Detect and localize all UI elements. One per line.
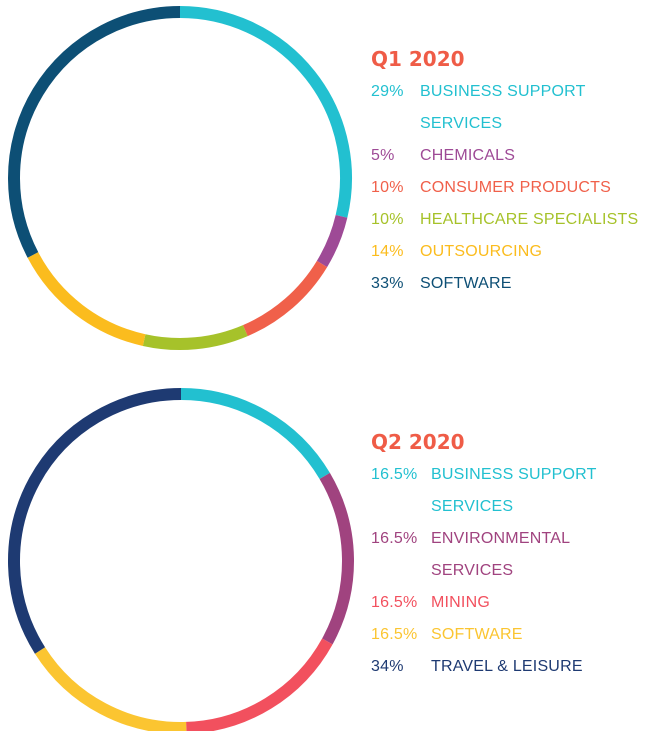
donut-segment	[8, 388, 182, 654]
legend-label: SOFTWARE	[431, 626, 523, 643]
legend-item: 34% TRAVEL & LEISURE	[371, 651, 631, 683]
legend-item: 16.5% BUSINESS SUPPORT SERVICES	[371, 459, 631, 523]
legend-item: 10% CONSUMER PRODUCTS	[371, 172, 669, 204]
legend-item: 16.5% SOFTWARE	[371, 619, 631, 651]
donut-segment	[27, 252, 146, 346]
donut-segment	[142, 325, 248, 350]
legend-label: CONSUMER PRODUCTS	[420, 179, 611, 196]
legend-label: HEALTHCARE SPECIALISTS	[420, 211, 639, 228]
legend-label: SOFTWARE	[420, 275, 512, 292]
legend-label: ENVIRONMENTAL SERVICES	[431, 530, 570, 579]
legend-percent: 16.5%	[371, 530, 418, 547]
legend-item: 10% HEALTHCARE SPECIALISTS	[371, 204, 669, 236]
legend: Q1 2020 29% BUSINESS SUPPORT SERVICES 5% CHE…	[371, 42, 669, 300]
legend-label: OUTSOURCING	[420, 243, 543, 260]
legend-percent: 5%	[371, 147, 395, 164]
legend-item: 5% CHEMICALS	[371, 140, 669, 172]
legend-percent: 34%	[371, 658, 404, 675]
legend-title: Q1 2020	[371, 47, 465, 71]
legend-percent: 33%	[371, 275, 404, 292]
legend-percent: 14%	[371, 243, 404, 260]
legend-label: CHEMICALS	[420, 147, 516, 164]
legend: Q2 2020 16.5% BUSINESS SUPPORT SERVICES 16.…	[371, 425, 631, 683]
legend-item: 16.5% MINING	[371, 587, 631, 619]
donut-segment	[8, 6, 181, 258]
legend-percent: 10%	[371, 179, 404, 196]
legend-label: BUSINESS SUPPORT SERVICES	[420, 83, 586, 132]
donut-segment	[34, 647, 187, 731]
legend-label: BUSINESS SUPPORT SERVICES	[431, 466, 597, 515]
donut-segment	[180, 388, 330, 480]
donut-segment	[179, 6, 352, 218]
legend-percent: 29%	[371, 83, 404, 100]
donut-segment	[316, 214, 348, 268]
legend-percent: 16.5%	[371, 594, 418, 611]
legend-percent: 16.5%	[371, 626, 418, 643]
donut-segment	[242, 260, 328, 337]
legend-percent: 16.5%	[371, 466, 418, 483]
legend-item: 33% SOFTWARE	[371, 268, 669, 300]
legend-item: 16.5% ENVIRONMENTAL SERVICES	[371, 523, 631, 587]
donut-segment	[319, 472, 354, 645]
legend-label: MINING	[431, 594, 490, 611]
donut-segment	[186, 638, 333, 731]
legend-percent: 10%	[371, 211, 404, 228]
legend-title: Q2 2020	[371, 430, 465, 454]
legend-item: 29% BUSINESS SUPPORT SERVICES	[371, 76, 669, 140]
legend-label: TRAVEL & LEISURE	[431, 658, 583, 675]
legend-item: 14% OUTSOURCING	[371, 236, 669, 268]
